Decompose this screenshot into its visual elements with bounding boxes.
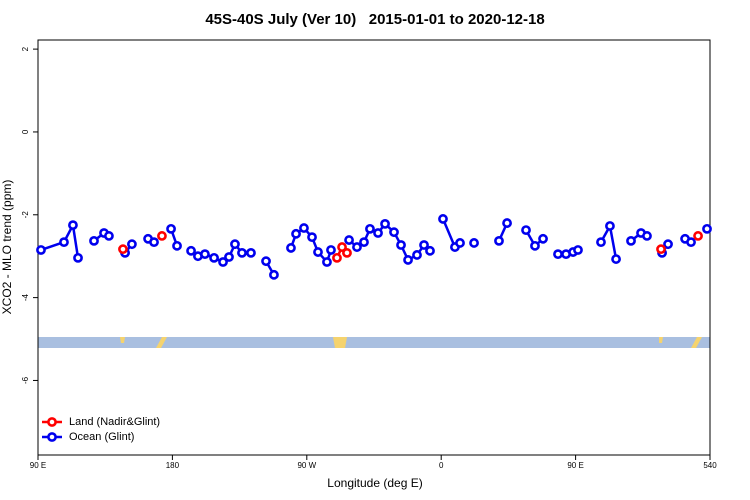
- data-point: [59, 237, 69, 248]
- data-point: [663, 239, 673, 250]
- x-tick-label: 90 E: [567, 461, 583, 470]
- data-point: [530, 240, 540, 251]
- data-point: [291, 228, 301, 239]
- data-point: [352, 242, 362, 252]
- x-tick-label: 540: [703, 461, 717, 470]
- data-point: [224, 252, 234, 262]
- data-point: [209, 252, 219, 263]
- y-tick-label: -6: [21, 376, 30, 384]
- data-point: [172, 240, 182, 251]
- data-point: [412, 250, 422, 260]
- legend-marker: [47, 417, 57, 427]
- data-point: [73, 252, 83, 263]
- data-point: [494, 235, 504, 246]
- land-shape: [691, 337, 702, 348]
- data-point: [36, 245, 46, 255]
- x-tick-label: 180: [166, 461, 180, 470]
- y-tick-label: 0: [21, 129, 30, 134]
- y-tick-label: -2: [21, 211, 30, 219]
- x-tick-label: 0: [439, 461, 444, 470]
- data-point: [656, 244, 666, 255]
- data-point: [200, 249, 210, 260]
- data-point: [237, 247, 247, 258]
- data-point: [230, 239, 240, 250]
- data-point: [469, 238, 479, 248]
- data-point: [502, 218, 512, 228]
- data-point: [419, 240, 429, 250]
- map-strip: [38, 337, 710, 348]
- data-point: [261, 256, 271, 267]
- data-point: [425, 245, 435, 256]
- data-point: [342, 247, 352, 258]
- data-point: [611, 254, 621, 264]
- data-point: [269, 269, 279, 280]
- data-point: [326, 245, 336, 255]
- data-point: [332, 252, 342, 263]
- data-point: [538, 233, 548, 244]
- data-point: [693, 231, 703, 241]
- data-point: [626, 235, 636, 246]
- data-point: [596, 237, 606, 248]
- data-point: [337, 242, 347, 252]
- data-point: [344, 235, 354, 245]
- data-point: [157, 231, 167, 241]
- data-point: [313, 247, 323, 257]
- data-point: [365, 223, 375, 234]
- data-point: [573, 245, 583, 255]
- land-shape: [333, 337, 347, 348]
- ocean-strip: [38, 337, 710, 348]
- land-shape: [120, 337, 125, 343]
- data-point: [396, 240, 406, 250]
- data-point: [322, 257, 332, 267]
- data-point: [438, 214, 448, 224]
- data-point: [118, 244, 128, 255]
- y-tick-label: 2: [21, 46, 30, 51]
- legend-marker: [47, 432, 57, 442]
- data-point: [218, 257, 228, 267]
- data-point: [299, 223, 309, 233]
- data-point: [89, 235, 99, 246]
- data-point: [403, 255, 413, 265]
- data-point: [104, 231, 114, 241]
- data-point: [389, 227, 399, 238]
- land-shape: [659, 337, 663, 343]
- data-point: [186, 245, 196, 256]
- data-point: [605, 221, 615, 231]
- data-point: [373, 228, 383, 238]
- data-point: [246, 247, 256, 258]
- legend-label: Land (Nadir&Glint): [69, 416, 160, 428]
- chart-title: 45S-40S July (Ver 10) 2015-01-01 to 2020…: [205, 11, 544, 28]
- data-point: [166, 223, 176, 234]
- data-point: [380, 218, 390, 229]
- data-point: [455, 238, 465, 248]
- plot-frame: [37, 39, 711, 456]
- data-point: [702, 223, 712, 234]
- data-point: [307, 232, 317, 243]
- data-point: [642, 231, 652, 241]
- data-point: [686, 237, 696, 248]
- y-tick-label: -4: [21, 294, 30, 302]
- legend-label: Ocean (Glint): [69, 431, 134, 443]
- data-point: [127, 239, 137, 250]
- y-axis-label: XCO2 - MLO trend (ppm): [0, 180, 14, 315]
- data-point: [359, 237, 369, 248]
- data-point: [68, 220, 78, 231]
- data-point: [149, 237, 159, 248]
- data-point: [553, 249, 563, 260]
- data-point: [521, 225, 531, 236]
- x-tick-label: 90 W: [297, 461, 316, 470]
- land-shape: [156, 337, 167, 348]
- x-axis-label: Longitude (deg E): [327, 476, 422, 490]
- data-point: [286, 243, 296, 253]
- x-tick-label: 90 E: [30, 461, 46, 470]
